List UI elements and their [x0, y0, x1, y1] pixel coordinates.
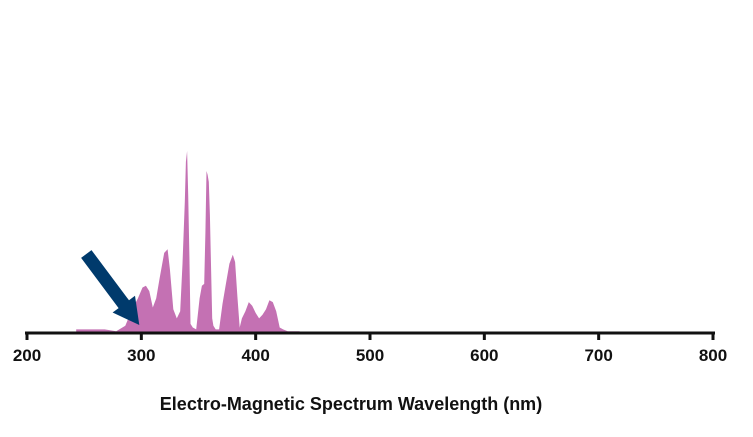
x-tick-label: 500 [356, 346, 384, 365]
x-axis-title: Electro-Magnetic Spectrum Wavelength (nm… [160, 394, 542, 414]
annotation-layer [81, 250, 140, 325]
spectrum-area-0 [76, 151, 306, 333]
x-tick-label: 800 [699, 346, 727, 365]
x-axis-ticks: 200 300 400 500 600 700 800 [13, 333, 727, 365]
series-layer [76, 151, 306, 333]
pointer-arrow-icon [81, 250, 140, 325]
x-tick-label: 200 [13, 346, 41, 365]
x-tick-label: 700 [584, 346, 612, 365]
x-tick-label: 400 [241, 346, 269, 365]
x-tick-label: 300 [127, 346, 155, 365]
x-tick-label: 600 [470, 346, 498, 365]
